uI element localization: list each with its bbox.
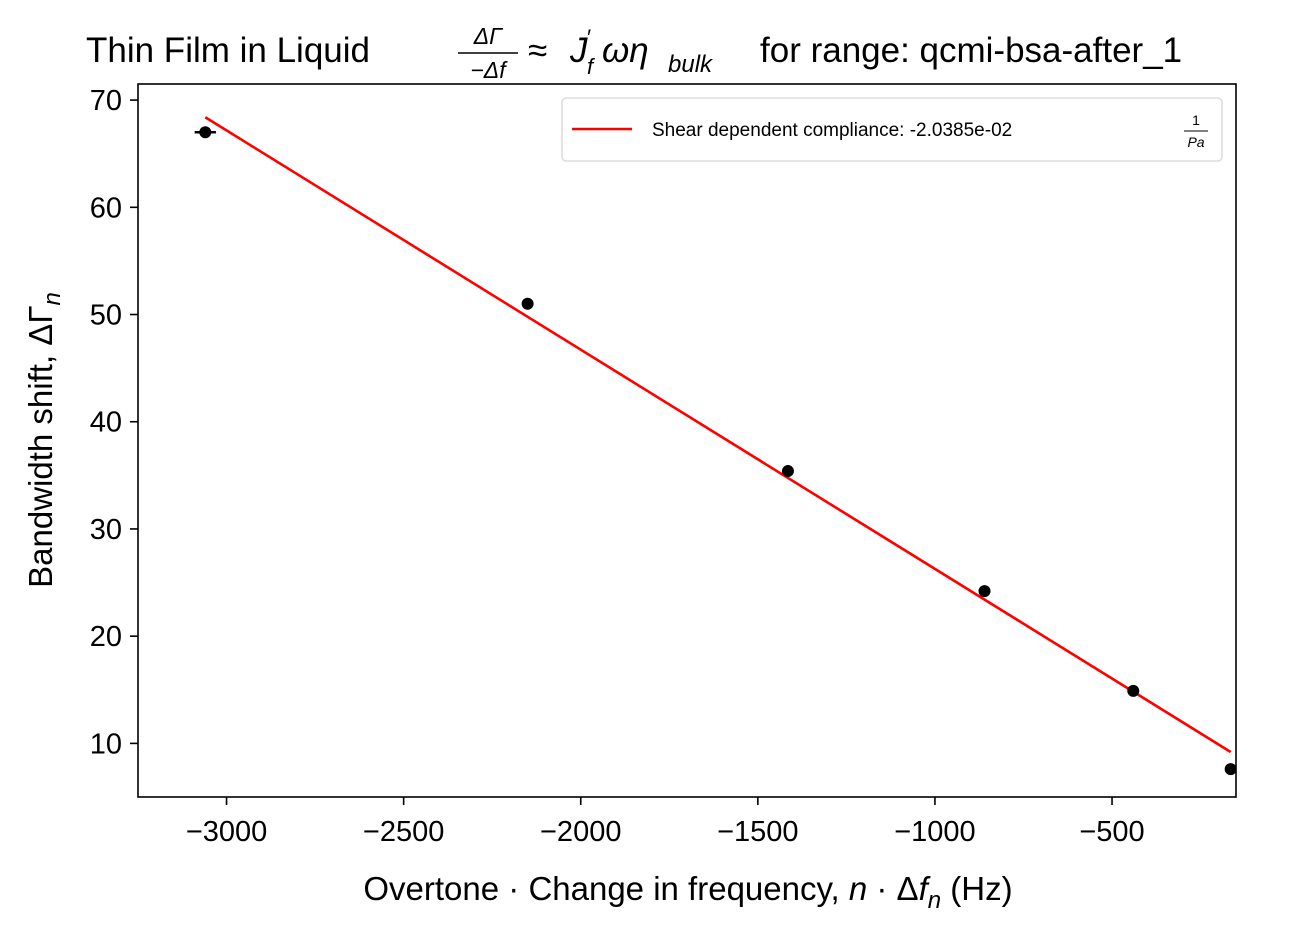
- x-tick-label: −2000: [540, 816, 621, 848]
- y-axis-label: Bandwidth shift, ΔΓn: [22, 292, 66, 588]
- x-axis-label-sub: n: [928, 887, 941, 914]
- legend-frac-num: 1: [1192, 112, 1200, 128]
- fit-line: [204, 116, 1232, 754]
- title-omega-eta: ωη: [602, 31, 649, 70]
- data-point: [1224, 763, 1237, 776]
- title-frac-num: ΔΓ: [473, 23, 503, 49]
- title-frac-den: −Δf: [470, 57, 508, 83]
- y-tick-label: 40: [90, 407, 122, 439]
- x-axis-label-dot: · Δ: [867, 870, 918, 907]
- data-point: [978, 585, 991, 598]
- y-tick-label: 60: [90, 192, 122, 224]
- data-point: [1127, 684, 1140, 697]
- title-approx: ≈: [528, 31, 547, 70]
- fit-line-layer: [204, 116, 1232, 754]
- y-tick-label: 20: [90, 621, 122, 653]
- x-axis-label-n: n: [849, 870, 867, 907]
- y-axis-label-sub: n: [39, 292, 66, 305]
- x-tick-label: −2500: [363, 816, 444, 848]
- chart-title: Thin Film in Liquid ΔΓ −Δf ≈ J ′ f ωη bu…: [86, 23, 1182, 83]
- y-tick-label: 30: [90, 514, 122, 546]
- legend-box: [561, 97, 1223, 162]
- title-bulk: bulk: [668, 51, 714, 78]
- x-axis: −3000 −2500 −2000 −1500 −1000 −500: [186, 797, 1145, 848]
- svg-text:Thin Film in Liquid: Thin Film in Liquid: [86, 31, 370, 70]
- title-j: J: [569, 31, 588, 70]
- data-point: [781, 465, 794, 478]
- title-j-sup: ′: [586, 25, 591, 50]
- x-axis-label-unit: (Hz): [941, 870, 1012, 907]
- x-tick-label: −1000: [894, 816, 975, 848]
- x-tick-label: −1500: [717, 816, 798, 848]
- plot-frame: [137, 83, 1237, 798]
- data-points-layer: [194, 126, 1237, 776]
- y-axis: 10 20 30 40 50 60 70: [90, 85, 138, 760]
- title-prefix: Thin Film in Liquid: [86, 31, 370, 70]
- x-tick-label: −3000: [186, 816, 267, 848]
- data-point: [199, 126, 212, 139]
- y-tick-label: 10: [90, 728, 122, 760]
- legend-label: Shear dependent compliance: -2.0385e-02: [652, 120, 1012, 141]
- legend: Shear dependent compliance: -2.0385e-02 …: [561, 97, 1223, 162]
- x-axis-label: Overtone · Change in frequency, n · Δfn …: [363, 870, 1012, 914]
- title-suffix: for range: qcmi-bsa-after_1: [760, 31, 1182, 70]
- y-tick-label: 50: [90, 300, 122, 332]
- data-point: [521, 297, 534, 310]
- x-tick-label: −500: [1079, 816, 1144, 848]
- y-tick-label: 70: [90, 85, 122, 117]
- title-j-sub: f: [587, 54, 596, 79]
- legend-frac-den: Pa: [1187, 134, 1204, 150]
- y-axis-label-text: Bandwidth shift, ΔΓ: [22, 306, 59, 588]
- x-axis-label-text: Overtone · Change in frequency,: [363, 870, 849, 907]
